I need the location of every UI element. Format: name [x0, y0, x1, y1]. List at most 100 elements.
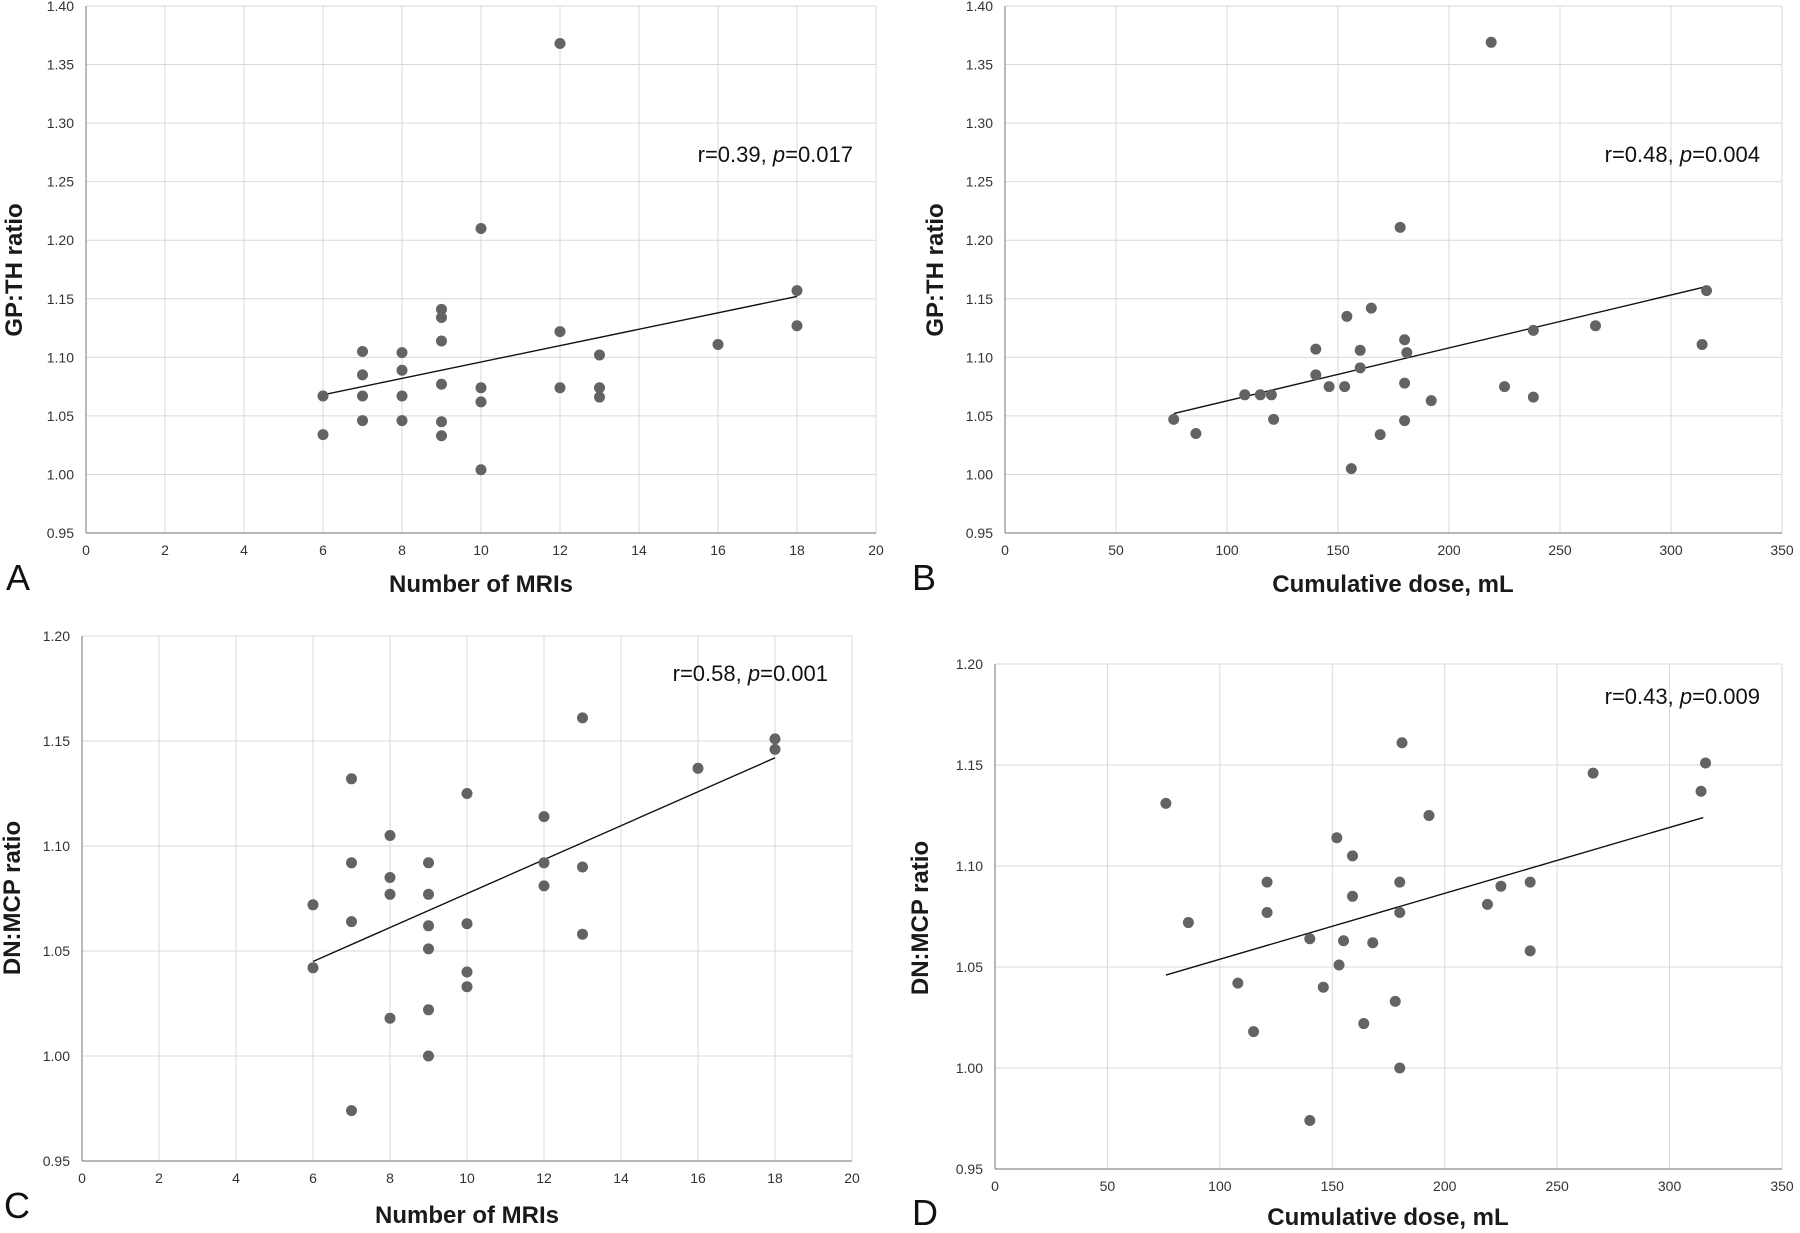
data-point	[307, 899, 319, 911]
x-tick-label: 16	[710, 542, 726, 558]
data-point	[594, 391, 605, 403]
data-point	[1347, 890, 1359, 902]
data-point	[346, 916, 357, 928]
x-tick-label: 50	[1108, 542, 1124, 558]
data-point	[396, 364, 408, 376]
data-point	[1695, 785, 1707, 797]
x-tick-label: 250	[1545, 1178, 1569, 1194]
y-tick-label: 1.00	[956, 1060, 983, 1076]
correlation-annotation: r=0.39, p=0.017	[698, 142, 853, 167]
y-tick-label: 1.00	[966, 466, 993, 482]
x-tick-label: 10	[459, 1170, 475, 1186]
x-tick-label: 50	[1100, 1178, 1116, 1194]
correlation-annotation: r=0.48, p=0.004	[1605, 142, 1760, 167]
x-tick-label: 8	[386, 1170, 394, 1186]
y-tick-label: 1.20	[956, 656, 983, 672]
data-point	[538, 811, 550, 823]
data-point	[1401, 347, 1413, 359]
data-point	[461, 788, 473, 799]
y-tick-label: 1.10	[43, 838, 70, 854]
data-point	[436, 312, 447, 324]
correlation-p-label: p	[747, 661, 760, 686]
data-point	[317, 390, 329, 402]
gridlines	[85, 5, 877, 534]
data-point	[475, 223, 487, 235]
x-tick-label: 20	[844, 1170, 860, 1186]
y-tick-label: 1.35	[966, 57, 993, 73]
data-point	[461, 966, 473, 978]
trend-line	[1165, 816, 1704, 976]
x-tick-label: 4	[232, 1170, 240, 1186]
data-point	[436, 416, 447, 428]
y-tick-label: 1.10	[956, 858, 983, 874]
data-point	[396, 390, 408, 402]
data-point	[1394, 876, 1406, 888]
correlation-p-value: =0.001	[760, 661, 828, 686]
x-tick-label: 100	[1215, 542, 1239, 558]
data-point	[436, 303, 447, 315]
y-tick-label: 0.95	[47, 525, 74, 541]
panel-letter: C	[4, 1185, 30, 1226]
x-tick-label: 6	[309, 1170, 317, 1186]
x-tick-label: 350	[1770, 1178, 1794, 1194]
data-point	[357, 345, 368, 357]
y-axis-title: DN:MCP ratio	[907, 841, 934, 995]
data-point	[396, 347, 408, 359]
data-point	[1524, 945, 1536, 957]
data-point	[1254, 389, 1266, 401]
y-tick-label: 1.10	[966, 349, 993, 365]
y-axis-title: GP:TH ratio	[1, 203, 28, 336]
data-point	[1700, 757, 1712, 769]
data-point	[1354, 362, 1366, 374]
correlation-annotation: r=0.58, p=0.001	[673, 661, 828, 686]
x-tick-label: 20	[868, 542, 884, 558]
data-point	[1310, 369, 1322, 381]
data-point	[1239, 389, 1251, 401]
x-tick-label: 14	[631, 542, 647, 558]
x-tick-label: 300	[1658, 1178, 1682, 1194]
data-point	[1423, 810, 1435, 821]
x-tick-label: 0	[991, 1178, 999, 1194]
correlation-p-value: =0.017	[785, 142, 853, 167]
data-point	[577, 712, 588, 724]
data-point	[554, 37, 566, 49]
data-point	[1310, 343, 1322, 355]
data-point	[436, 378, 447, 390]
x-tick-label: 10	[473, 542, 489, 558]
x-tick-label: 150	[1321, 1178, 1345, 1194]
data-point	[554, 382, 566, 394]
data-point	[423, 943, 434, 955]
data-point	[1304, 1115, 1316, 1127]
data-point	[384, 1012, 396, 1024]
y-tick-label: 1.15	[956, 757, 983, 773]
data-point	[436, 335, 447, 347]
panel-letter: D	[912, 1192, 938, 1233]
data-point	[384, 872, 396, 883]
y-tick-label: 1.40	[47, 0, 74, 14]
x-axis-title: Cumulative dose, mL	[1267, 1204, 1508, 1231]
y-tick-label: 1.40	[966, 0, 993, 14]
y-tick-label: 1.25	[966, 174, 993, 190]
x-axis-title: Number of MRIs	[389, 571, 573, 598]
data-point	[1232, 977, 1244, 989]
data-point	[423, 857, 434, 869]
x-tick-label: 2	[161, 542, 169, 558]
data-point	[1339, 381, 1351, 393]
y-tick-label: 1.10	[47, 349, 74, 365]
data-point	[1341, 310, 1353, 322]
x-tick-label: 4	[240, 542, 248, 558]
data-point	[357, 415, 368, 427]
x-tick-label: 350	[1770, 542, 1794, 558]
y-tick-label: 1.20	[966, 232, 993, 248]
x-tick-label: 8	[398, 542, 406, 558]
x-tick-label: 18	[767, 1170, 783, 1186]
data-point	[1481, 898, 1493, 910]
y-tick-label: 1.25	[47, 174, 74, 190]
data-point	[423, 888, 434, 900]
data-point	[1268, 413, 1280, 425]
data-point	[554, 326, 566, 338]
data-point	[357, 390, 368, 402]
x-tick-label: 250	[1548, 542, 1572, 558]
data-point	[712, 338, 724, 350]
x-tick-label: 0	[82, 542, 90, 558]
